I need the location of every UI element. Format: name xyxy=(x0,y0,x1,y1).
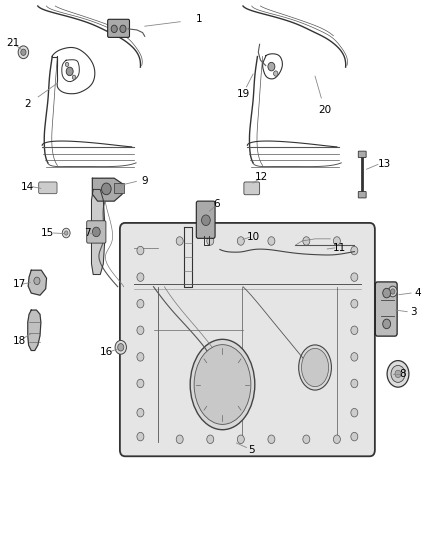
Circle shape xyxy=(391,366,405,382)
Circle shape xyxy=(395,370,401,377)
Ellipse shape xyxy=(194,345,251,424)
Ellipse shape xyxy=(299,345,332,390)
Text: 11: 11 xyxy=(332,243,346,253)
Circle shape xyxy=(207,237,214,245)
Circle shape xyxy=(201,215,210,225)
Text: 12: 12 xyxy=(255,172,268,182)
FancyBboxPatch shape xyxy=(358,151,366,158)
Circle shape xyxy=(137,408,144,417)
FancyBboxPatch shape xyxy=(108,19,130,37)
Circle shape xyxy=(115,341,127,354)
Circle shape xyxy=(34,277,40,285)
Polygon shape xyxy=(92,189,105,274)
Circle shape xyxy=(137,273,144,281)
Text: 10: 10 xyxy=(247,232,260,243)
Text: 4: 4 xyxy=(414,288,421,298)
Circle shape xyxy=(66,67,73,76)
Circle shape xyxy=(176,237,183,245)
Circle shape xyxy=(72,75,76,79)
Circle shape xyxy=(351,432,358,441)
Circle shape xyxy=(268,237,275,245)
Circle shape xyxy=(64,231,68,235)
Circle shape xyxy=(137,300,144,308)
Text: 21: 21 xyxy=(6,38,20,48)
Circle shape xyxy=(351,246,358,255)
Polygon shape xyxy=(28,310,41,351)
Text: 20: 20 xyxy=(318,104,331,115)
Ellipse shape xyxy=(301,349,328,386)
Circle shape xyxy=(303,237,310,245)
Text: 6: 6 xyxy=(213,199,220,209)
Text: 19: 19 xyxy=(237,88,250,99)
FancyBboxPatch shape xyxy=(120,223,375,456)
Circle shape xyxy=(62,228,70,238)
Circle shape xyxy=(176,435,183,443)
Text: 18: 18 xyxy=(12,336,26,346)
Text: 17: 17 xyxy=(12,279,26,289)
Circle shape xyxy=(118,344,124,351)
Text: 13: 13 xyxy=(378,159,391,169)
Circle shape xyxy=(351,273,358,281)
Circle shape xyxy=(383,319,391,329)
Circle shape xyxy=(237,237,244,245)
Circle shape xyxy=(21,49,26,55)
Circle shape xyxy=(391,289,395,294)
Circle shape xyxy=(237,435,244,443)
Circle shape xyxy=(137,379,144,387)
Circle shape xyxy=(137,353,144,361)
Text: 16: 16 xyxy=(100,346,113,357)
FancyBboxPatch shape xyxy=(375,282,397,336)
Circle shape xyxy=(274,71,278,76)
Polygon shape xyxy=(92,178,122,201)
Circle shape xyxy=(18,46,28,59)
Circle shape xyxy=(102,183,111,195)
Circle shape xyxy=(268,435,275,443)
Circle shape xyxy=(111,25,117,33)
Circle shape xyxy=(92,227,100,237)
Text: 2: 2 xyxy=(25,99,31,109)
Text: 3: 3 xyxy=(410,306,417,317)
FancyBboxPatch shape xyxy=(196,201,215,238)
Text: 9: 9 xyxy=(141,176,148,187)
Circle shape xyxy=(351,353,358,361)
Text: 14: 14 xyxy=(21,182,35,192)
Circle shape xyxy=(303,435,310,443)
FancyBboxPatch shape xyxy=(39,182,57,193)
Circle shape xyxy=(137,432,144,441)
Circle shape xyxy=(120,25,126,33)
Circle shape xyxy=(351,300,358,308)
Text: 15: 15 xyxy=(41,228,54,238)
Circle shape xyxy=(333,435,340,443)
FancyBboxPatch shape xyxy=(244,182,260,195)
FancyBboxPatch shape xyxy=(358,191,366,198)
Circle shape xyxy=(137,326,144,335)
Ellipse shape xyxy=(190,340,255,430)
Text: 1: 1 xyxy=(196,14,203,25)
Text: 8: 8 xyxy=(399,369,406,379)
Circle shape xyxy=(137,246,144,255)
Text: 5: 5 xyxy=(248,445,255,455)
Circle shape xyxy=(333,237,340,245)
Circle shape xyxy=(65,62,69,67)
Circle shape xyxy=(207,435,214,443)
Circle shape xyxy=(389,286,397,297)
Text: 7: 7 xyxy=(84,228,91,238)
Circle shape xyxy=(351,326,358,335)
Circle shape xyxy=(387,361,409,387)
Circle shape xyxy=(351,379,358,387)
Polygon shape xyxy=(28,270,46,295)
Circle shape xyxy=(268,62,275,71)
FancyBboxPatch shape xyxy=(87,221,106,243)
FancyBboxPatch shape xyxy=(114,183,124,192)
Circle shape xyxy=(383,288,391,298)
Circle shape xyxy=(351,408,358,417)
